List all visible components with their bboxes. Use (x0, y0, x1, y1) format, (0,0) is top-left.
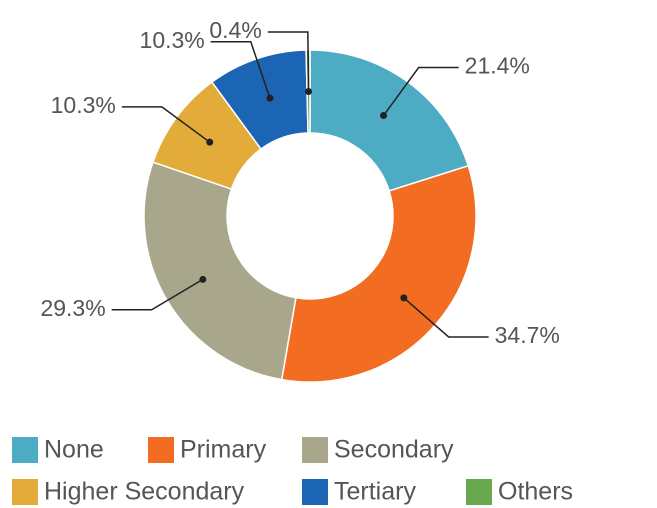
data-label: 29.3% (40, 295, 105, 321)
leader-line (403, 297, 489, 338)
data-label: 10.3% (140, 27, 205, 53)
legend-label: Primary (180, 436, 267, 464)
legend-swatch (302, 437, 328, 463)
legend-swatch (302, 479, 328, 505)
legend-label: None (44, 436, 104, 464)
slice (309, 49, 470, 192)
legend-swatch (12, 437, 38, 463)
leader-line (111, 278, 204, 311)
slice (280, 164, 477, 383)
data-label: 21.4% (465, 53, 530, 79)
legend-label: Secondary (334, 436, 454, 464)
legend-swatch (12, 479, 38, 505)
leader-line (121, 106, 211, 143)
leader-line (267, 31, 310, 92)
legend-label: Higher Secondary (44, 478, 245, 506)
data-label: 34.7% (495, 322, 560, 348)
leader-line (210, 41, 271, 99)
data-label: 10.3% (51, 92, 116, 118)
legend-swatch (148, 437, 174, 463)
legend-label: Tertiary (334, 478, 416, 506)
legend-swatch (466, 479, 492, 505)
slice (143, 161, 297, 381)
data-label: 0.4% (209, 17, 261, 43)
leader-line (382, 66, 459, 116)
legend-label: Others (498, 478, 573, 506)
